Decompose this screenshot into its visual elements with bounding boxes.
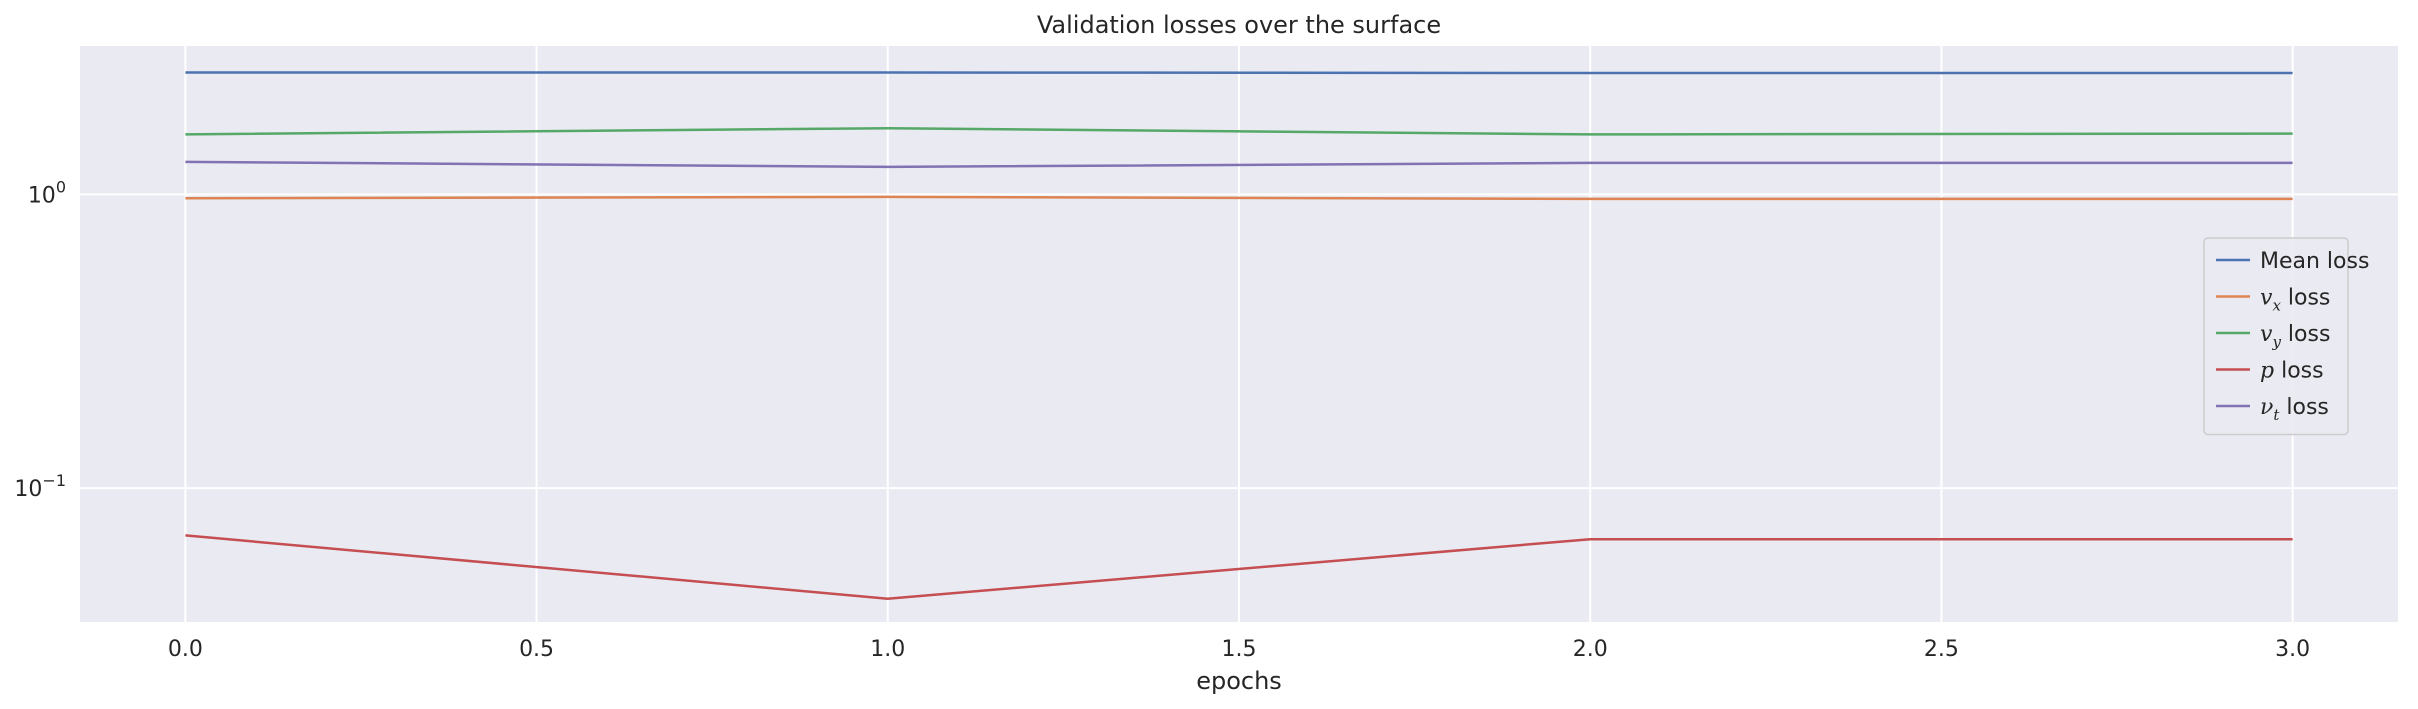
x-tick-labels: 0.0 0.5 1.0 1.5 2.0 2.5 3.0 bbox=[168, 637, 2310, 662]
series-lines bbox=[185, 71, 2293, 600]
x-tick-label: 1.5 bbox=[1222, 637, 1257, 662]
series-line bbox=[185, 534, 2293, 600]
legend-label: vy loss bbox=[2260, 322, 2330, 351]
x-tick-label: 0.0 bbox=[168, 637, 203, 662]
series-line bbox=[185, 160, 2293, 169]
chart-title: Validation losses over the surface bbox=[1037, 11, 1441, 39]
x-axis-label: epochs bbox=[1196, 667, 1282, 695]
series-line bbox=[185, 71, 2293, 75]
legend-frame bbox=[2203, 237, 2349, 436]
series-line bbox=[185, 195, 2293, 201]
legend-label: p loss bbox=[2260, 359, 2324, 384]
legend-label: νt loss bbox=[2260, 395, 2329, 424]
grid bbox=[80, 46, 2398, 622]
y-tick-label: 100 bbox=[28, 177, 66, 208]
legend: Mean loss vx loss vy loss p loss νt loss bbox=[2203, 237, 2369, 436]
x-tick-label: 3.0 bbox=[2275, 637, 2310, 662]
legend-label: Mean loss bbox=[2260, 249, 2369, 274]
x-tick-label: 0.5 bbox=[519, 637, 554, 662]
x-tick-label: 2.0 bbox=[1573, 637, 1608, 662]
y-tick-labels: 100 10−1 bbox=[14, 177, 66, 502]
y-tick-label: 10−1 bbox=[14, 471, 66, 502]
series-line bbox=[185, 126, 2293, 136]
legend-label: vx loss bbox=[2260, 286, 2330, 315]
x-tick-label: 2.5 bbox=[1924, 637, 1959, 662]
x-tick-label: 1.0 bbox=[870, 637, 905, 662]
